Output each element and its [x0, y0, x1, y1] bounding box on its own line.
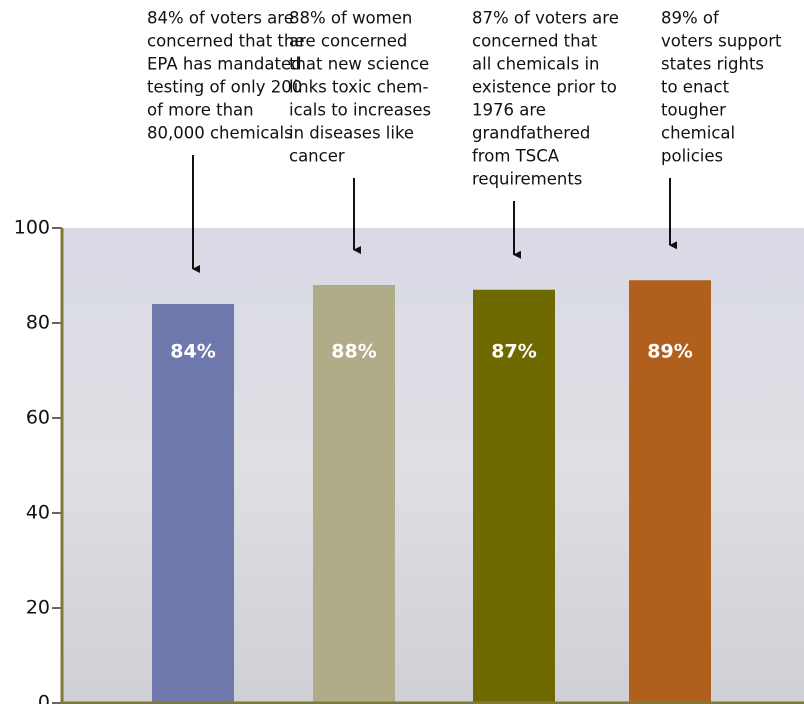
value-label: 89% [647, 341, 692, 363]
y-tick-label: 40 [26, 502, 50, 524]
bar [152, 304, 234, 703]
annotation-line: states rights [661, 55, 764, 74]
annotation-line: icals to increases [289, 101, 431, 120]
annotation-line: 88% of women [289, 9, 412, 28]
y-tick-label: 60 [26, 407, 50, 429]
annotation-line: concerned that [472, 32, 598, 51]
annotation-line: 87% of voters are [472, 9, 619, 28]
y-tick-label: 80 [26, 312, 50, 334]
annotation-line: are concerned [289, 32, 407, 51]
annotation-line: chemical [661, 124, 735, 143]
annotation-line: all chemicals in [472, 55, 600, 74]
annotation-line: 80,000 chemicals [147, 124, 293, 143]
annotation-line: to enact [661, 78, 730, 97]
annotation-line: grandfathered [472, 124, 590, 143]
bar [629, 280, 711, 703]
annotation-line: requirements [472, 170, 582, 189]
annotation-line: links toxic chem- [289, 78, 428, 97]
annotation-line: concerned that the [147, 32, 305, 51]
annotation-line: 89% of [661, 9, 720, 28]
value-label: 87% [491, 341, 536, 363]
annotation-line: of more than [147, 101, 254, 120]
value-label: 84% [170, 341, 215, 363]
y-tick-label: 100 [14, 217, 50, 239]
annotation-line: EPA has mandated [147, 55, 302, 74]
annotation-line: testing of only 200 [147, 78, 302, 97]
annotation-line: in diseases like [289, 124, 414, 143]
y-tick-label: 20 [26, 597, 50, 619]
value-label: 88% [331, 341, 376, 363]
annotation-line: policies [661, 147, 723, 166]
annotation-line: voters support [661, 32, 782, 51]
annotation-line: cancer [289, 147, 345, 166]
annotation-line: existence prior to [472, 78, 617, 97]
annotation-line: that new science [289, 55, 429, 74]
annotation-line: 1976 are [472, 101, 546, 120]
annotation-line: tougher [661, 101, 726, 120]
annotation-line: 84% of voters are [147, 9, 294, 28]
bar [313, 285, 395, 703]
bar [473, 289, 555, 703]
annotation-line: from TSCA [472, 147, 560, 166]
y-tick-label: 0 [38, 692, 50, 704]
